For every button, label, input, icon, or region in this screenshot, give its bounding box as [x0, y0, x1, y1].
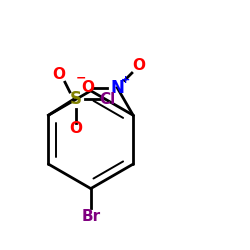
Text: O: O	[82, 80, 94, 95]
Text: O: O	[133, 58, 146, 73]
Text: Cl: Cl	[100, 92, 116, 107]
Text: N: N	[110, 79, 124, 97]
Text: S: S	[70, 90, 82, 108]
Text: −: −	[75, 72, 86, 85]
Text: O: O	[52, 68, 65, 82]
Text: Br: Br	[81, 209, 100, 224]
Text: O: O	[70, 121, 82, 136]
Text: +: +	[121, 75, 130, 85]
